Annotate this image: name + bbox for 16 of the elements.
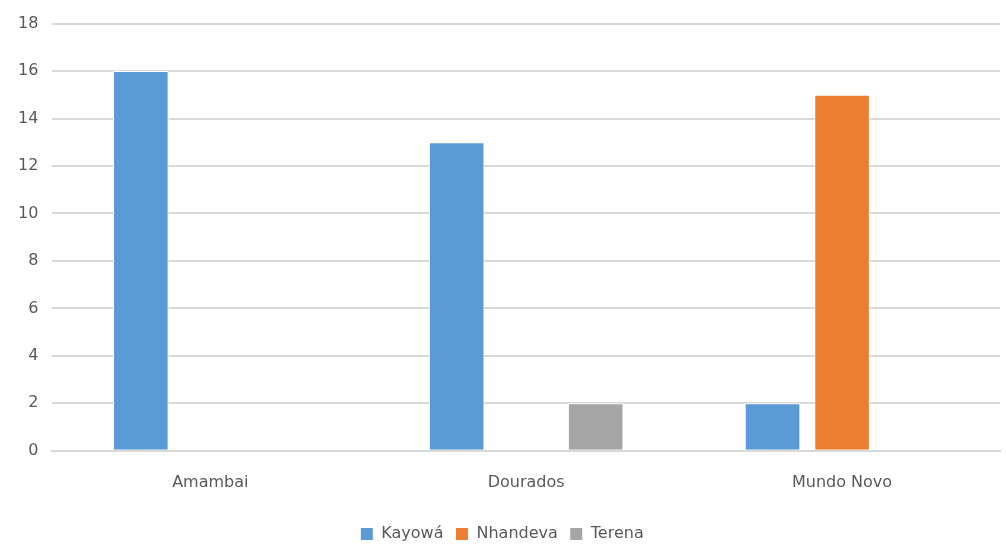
y-tick-label: 0	[28, 439, 39, 459]
y-tick-label: 14	[18, 107, 39, 127]
y-tick-label: 6	[28, 297, 39, 317]
x-tick-label: Mundo Novo	[791, 471, 893, 491]
legend-label: Kayowá	[381, 523, 444, 543]
legend-label: Terena	[589, 523, 644, 543]
y-tick-label: 2	[28, 392, 39, 412]
x-tick-label: Amambai	[172, 471, 249, 491]
x-tick-label: Dourados	[487, 471, 565, 491]
legend-label: Nhandeva	[476, 523, 558, 543]
y-tick-label: 8	[28, 250, 39, 270]
y-tick-label: 18	[18, 12, 39, 32]
y-tick-label: 16	[18, 60, 39, 80]
y-tick-label: 4	[28, 345, 39, 365]
y-tick-label: 10	[18, 202, 39, 222]
y-tick-label: 12	[18, 155, 39, 175]
